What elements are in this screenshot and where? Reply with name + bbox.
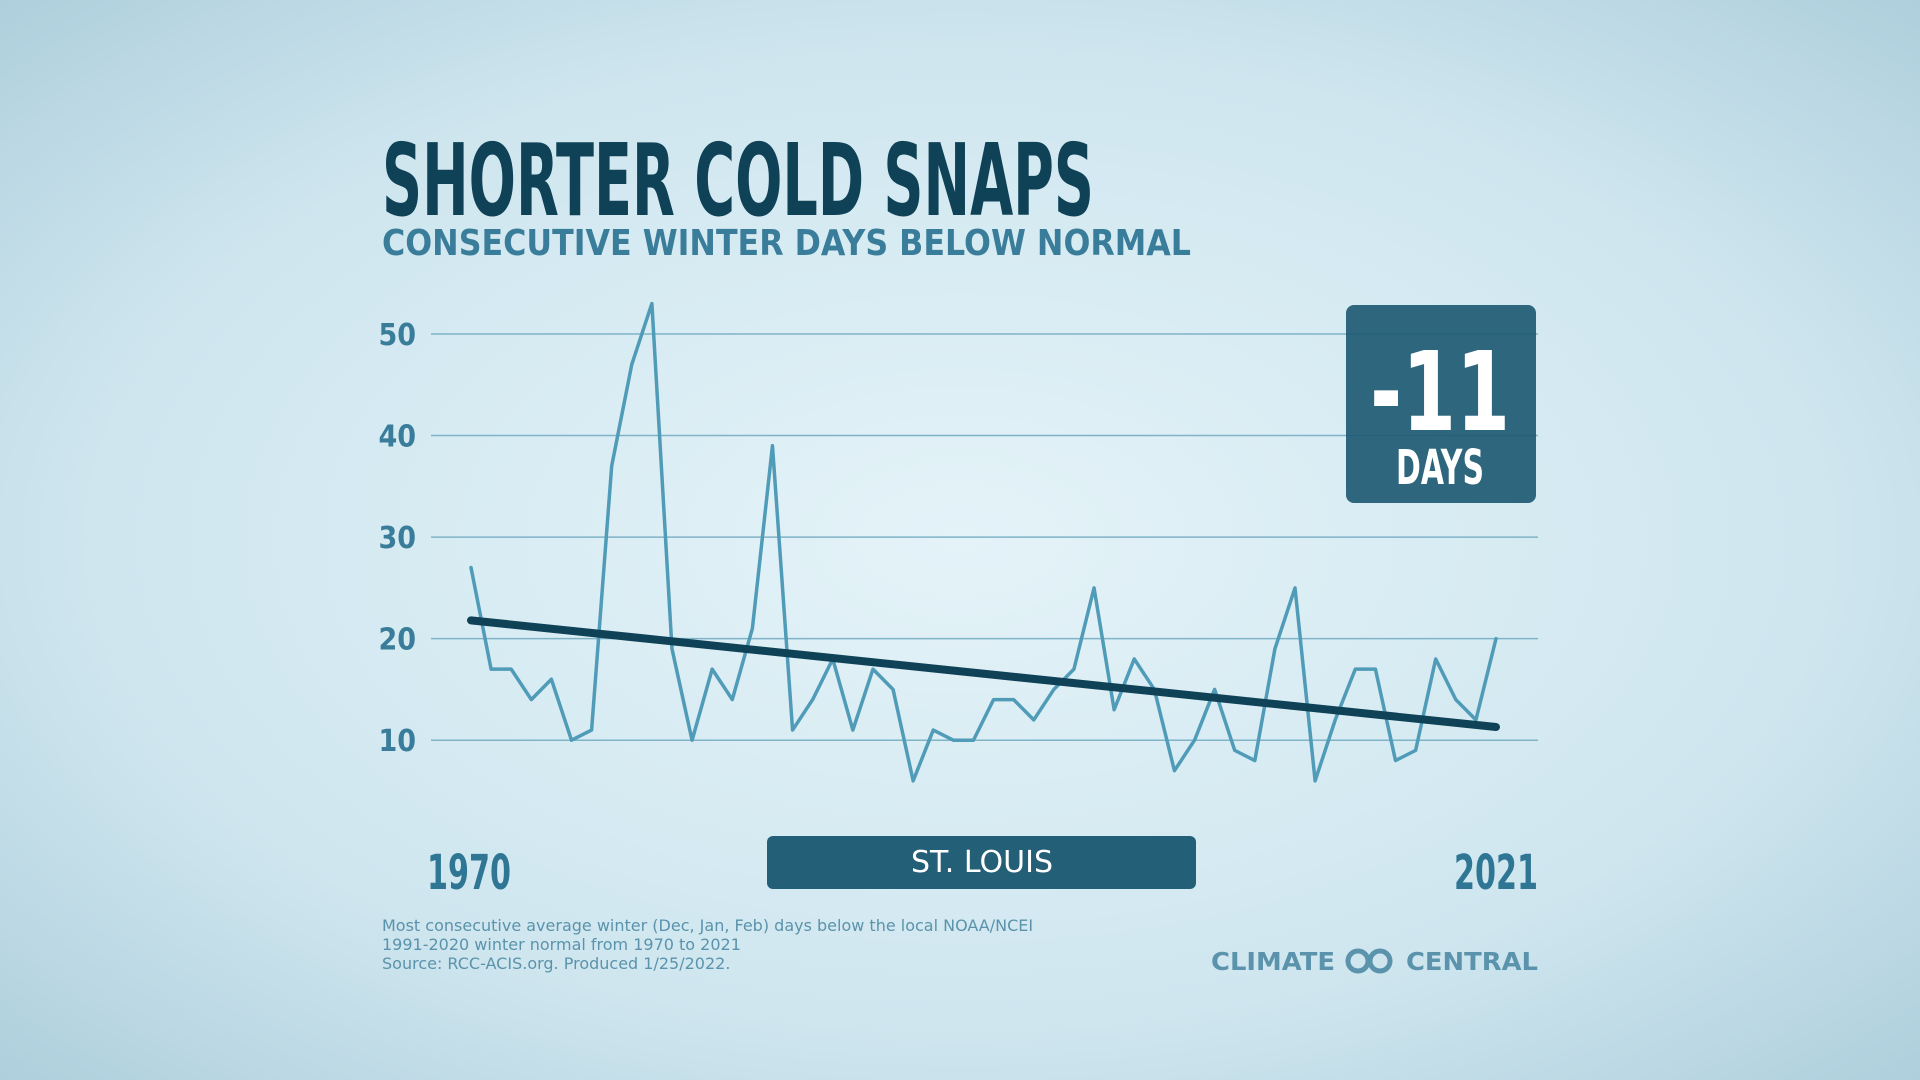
plot-area: 10 20 30 40 50 1970 2021 (378, 301, 1538, 901)
y-tick-label: 40 (378, 420, 416, 455)
x-tick-label: 1970 (427, 845, 511, 901)
footnote: Source: RCC-ACIS.org. Produced 1/25/2022… (382, 954, 730, 973)
callout-box (1346, 305, 1536, 503)
chart-subtitle: CONSECUTIVE WINTER DAYS BELOW NORMAL (382, 223, 1191, 264)
location-pill (767, 836, 1196, 889)
footnote: Most consecutive average winter (Dec, Ja… (382, 916, 1033, 935)
y-tick-label: 20 (378, 623, 416, 658)
brand-word: CENTRAL (1406, 947, 1538, 976)
footnote: 1991-2020 winter normal from 1970 to 202… (382, 935, 741, 954)
trend-line (467, 616, 1500, 732)
x-tick-label: 2021 (1454, 845, 1538, 901)
y-tick-label: 30 (378, 521, 416, 556)
brand-logo (1345, 948, 1393, 974)
callout-value: -11 (1370, 328, 1510, 456)
location-label: ST. LOUIS (911, 845, 1053, 880)
data-line (469, 301, 1498, 783)
chart-title: SHORTER COLD SNAPS (382, 122, 1094, 239)
y-tick-label: 10 (378, 724, 416, 759)
y-tick-label: 50 (378, 318, 416, 353)
brand-word: CLIMATE (1211, 947, 1335, 976)
callout-unit: DAYS (1396, 440, 1484, 496)
